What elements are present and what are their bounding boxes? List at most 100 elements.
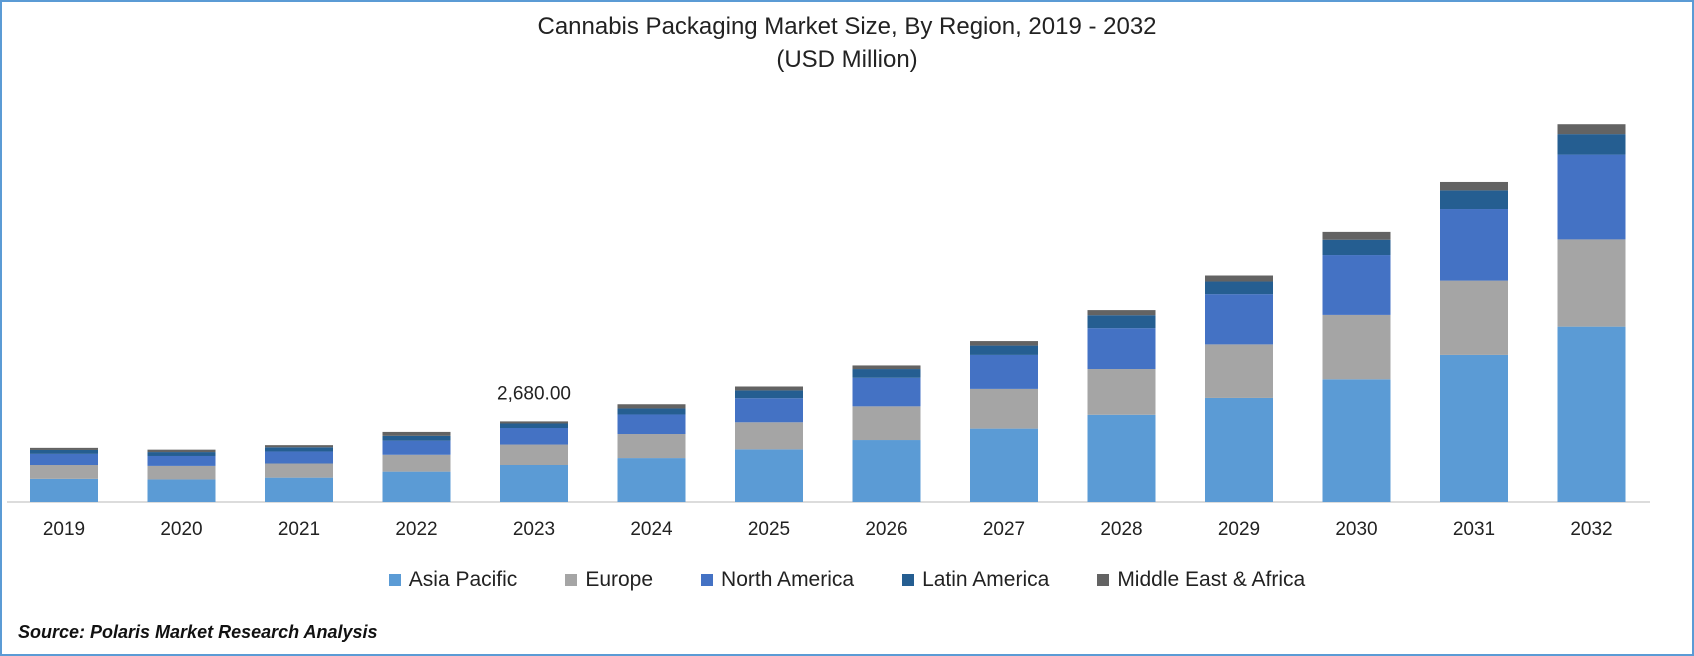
- bar-2027-middle-east-africa: [970, 341, 1038, 346]
- bar-2023-asia-pacific: [500, 465, 568, 502]
- x-tick-label-2026: 2026: [865, 519, 907, 540]
- legend-item-latin-america: Latin America: [902, 568, 1049, 592]
- bar-2027-europe: [970, 388, 1038, 429]
- legend-swatch: [902, 574, 915, 586]
- bar-2027-latin-america: [970, 345, 1038, 355]
- x-tick-label-2022: 2022: [395, 519, 437, 540]
- bar-2020-north-america: [147, 455, 216, 466]
- bar-2024-asia-pacific: [617, 458, 686, 502]
- bar-2028-asia-pacific: [1087, 414, 1156, 502]
- x-tick-label-2019: 2019: [43, 519, 85, 540]
- x-tick-label-2029: 2029: [1218, 519, 1260, 540]
- x-tick-label-2021: 2021: [278, 519, 320, 540]
- bar-2026-latin-america: [852, 369, 921, 378]
- bar-2020-latin-america: [147, 452, 216, 456]
- bar-2029-north-america: [1205, 294, 1273, 345]
- x-tick-label-2020: 2020: [160, 519, 202, 540]
- bar-2022-north-america: [382, 440, 451, 455]
- bar-2026-asia-pacific: [852, 440, 921, 502]
- data-label-2023: 2,680.00: [497, 383, 571, 404]
- bar-2021-middle-east-africa: [265, 445, 333, 448]
- bar-2029-latin-america: [1205, 281, 1273, 295]
- bar-2030-middle-east-africa: [1322, 231, 1391, 240]
- bar-2027-asia-pacific: [970, 428, 1038, 502]
- bar-2031-asia-pacific: [1440, 354, 1508, 502]
- legend-label: Latin America: [922, 568, 1050, 591]
- legend-label: Asia Pacific: [408, 568, 518, 591]
- bar-2019-europe: [30, 465, 98, 479]
- legend-swatch: [388, 574, 401, 586]
- source-note: Source: Polaris Market Research Analysis: [18, 622, 378, 642]
- x-tick-label-2030: 2030: [1335, 519, 1377, 540]
- bar-2032-middle-east-africa: [1557, 124, 1626, 135]
- chart-plot: 2019 2020 2021 2022 2023 2,680.00 2024 2025 2026…: [7, 124, 1650, 540]
- bar-2022-europe: [382, 454, 451, 472]
- bar-2028-middle-east-africa: [1087, 310, 1156, 316]
- bar-2022-latin-america: [382, 435, 451, 441]
- bar-2032-latin-america: [1557, 134, 1626, 155]
- bar-2027-north-america: [970, 354, 1038, 389]
- bar-2020-middle-east-africa: [147, 449, 216, 453]
- bar-2024-middle-east-africa: [617, 404, 686, 409]
- bar-2020-europe: [147, 465, 216, 480]
- bar-2031-middle-east-africa: [1440, 181, 1508, 191]
- x-tick-label-2032: 2032: [1570, 519, 1612, 540]
- bar-2023-latin-america: [500, 423, 568, 429]
- bar-2032-north-america: [1557, 154, 1626, 240]
- legend-swatch: [565, 574, 578, 586]
- bar-2021-latin-america: [265, 447, 333, 452]
- bar-2030-europe: [1322, 314, 1391, 380]
- bar-2023-middle-east-africa: [500, 421, 568, 424]
- chart-legend: Asia Pacific Europe North America Latin Ame…: [2, 568, 1692, 592]
- bar-2025-latin-america: [735, 390, 803, 399]
- bar-2028-north-america: [1087, 328, 1156, 370]
- bar-2021-europe: [265, 463, 333, 478]
- bar-2026-middle-east-africa: [852, 365, 921, 370]
- bar-2030-north-america: [1322, 255, 1391, 315]
- bar-2026-north-america: [852, 377, 921, 407]
- legend-item-europe: Europe: [565, 568, 653, 592]
- bar-2026-europe: [852, 406, 921, 441]
- bar-2028-europe: [1087, 369, 1156, 415]
- bar-2025-middle-east-africa: [735, 386, 803, 391]
- bar-2019-asia-pacific: [30, 478, 98, 502]
- bar-2019-middle-east-africa: [30, 447, 98, 450]
- bar-2023-europe: [500, 444, 568, 466]
- legend-swatch: [701, 574, 714, 586]
- bar-2029-europe: [1205, 344, 1273, 398]
- bar-2025-asia-pacific: [735, 449, 803, 502]
- bar-2025-north-america: [735, 398, 803, 423]
- bar-2022-middle-east-africa: [382, 431, 451, 436]
- bar-2030-latin-america: [1322, 239, 1391, 256]
- x-tick-label-2023: 2023: [513, 519, 555, 540]
- legend-item-asia-pacific: Asia Pacific: [388, 568, 518, 592]
- x-tick-label-2028: 2028: [1100, 519, 1142, 540]
- bar-2032-asia-pacific: [1557, 326, 1626, 502]
- bar-2020-asia-pacific: [147, 479, 216, 502]
- bar-2024-latin-america: [617, 408, 686, 415]
- bar-2029-middle-east-africa: [1205, 275, 1273, 282]
- bar-2022-asia-pacific: [382, 471, 451, 502]
- legend-label: North America: [721, 568, 855, 591]
- bar-2031-latin-america: [1440, 190, 1508, 210]
- bar-2024-north-america: [617, 414, 686, 435]
- bar-2025-europe: [735, 422, 803, 450]
- legend-label: Europe: [585, 568, 654, 591]
- bar-2028-latin-america: [1087, 315, 1156, 329]
- legend-label: Middle East & Africa: [1117, 568, 1306, 591]
- bar-2031-north-america: [1440, 209, 1508, 281]
- bar-2030-asia-pacific: [1322, 379, 1391, 502]
- legend-item-middle-east-africa: Middle East & Africa: [1097, 568, 1305, 592]
- bar-2031-europe: [1440, 280, 1508, 355]
- x-tick-label-2025: 2025: [748, 519, 790, 540]
- x-tick-label-2024: 2024: [630, 519, 673, 540]
- chart-subtitle: (USD Million): [776, 46, 918, 73]
- bar-2019-north-america: [30, 453, 98, 466]
- bar-2021-asia-pacific: [265, 477, 333, 502]
- x-tick-label-2027: 2027: [983, 519, 1025, 540]
- legend-swatch: [1097, 574, 1110, 586]
- chart-title: Cannabis Packaging Market Size, By Regio…: [537, 13, 1157, 40]
- bar-2029-asia-pacific: [1205, 397, 1273, 502]
- bar-2023-north-america: [500, 428, 568, 445]
